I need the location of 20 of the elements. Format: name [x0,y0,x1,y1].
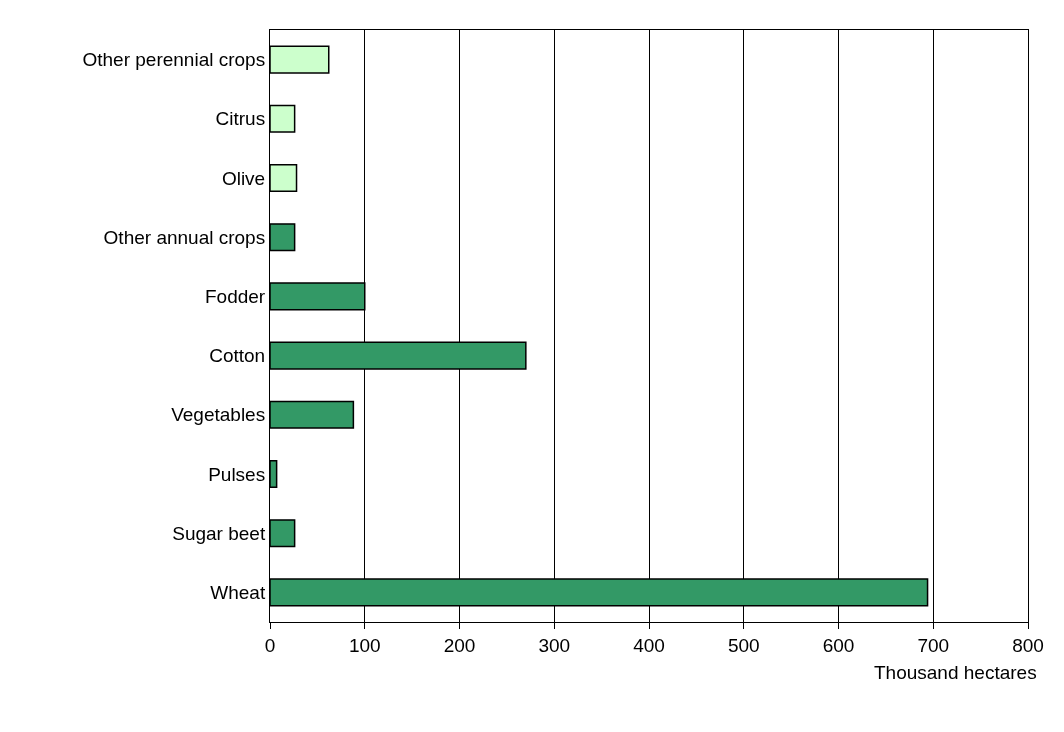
y-tick-label: Sugar beet [172,522,266,544]
x-tick-label: 200 [443,634,476,656]
y-tick-label: Cotton [209,345,266,367]
y-tick-label: Wheat [210,582,266,604]
x-tick-label: 300 [538,634,571,656]
y-tick-label: Fodder [205,286,266,308]
x-tick-label: 400 [633,634,665,656]
y-tick-label: Citrus [215,108,266,130]
x-tick-label: 800 [1012,634,1044,656]
y-tick-label: Olive [221,167,266,189]
y-tick-label: Other perennial crops [82,49,266,71]
y-tick-label: Pulses [208,463,266,485]
y-tick-label: Vegetables [171,404,266,426]
x-tick-label: 700 [917,634,950,656]
x-tick-label: 600 [822,634,855,656]
x-tick-label: 500 [727,634,760,656]
x-tick-label: 100 [348,634,381,656]
x-tick-label: 0 [264,634,276,656]
x-axis-title: Thousand hectares [874,662,1037,683]
y-tick-label: Other annual crops [103,226,266,248]
